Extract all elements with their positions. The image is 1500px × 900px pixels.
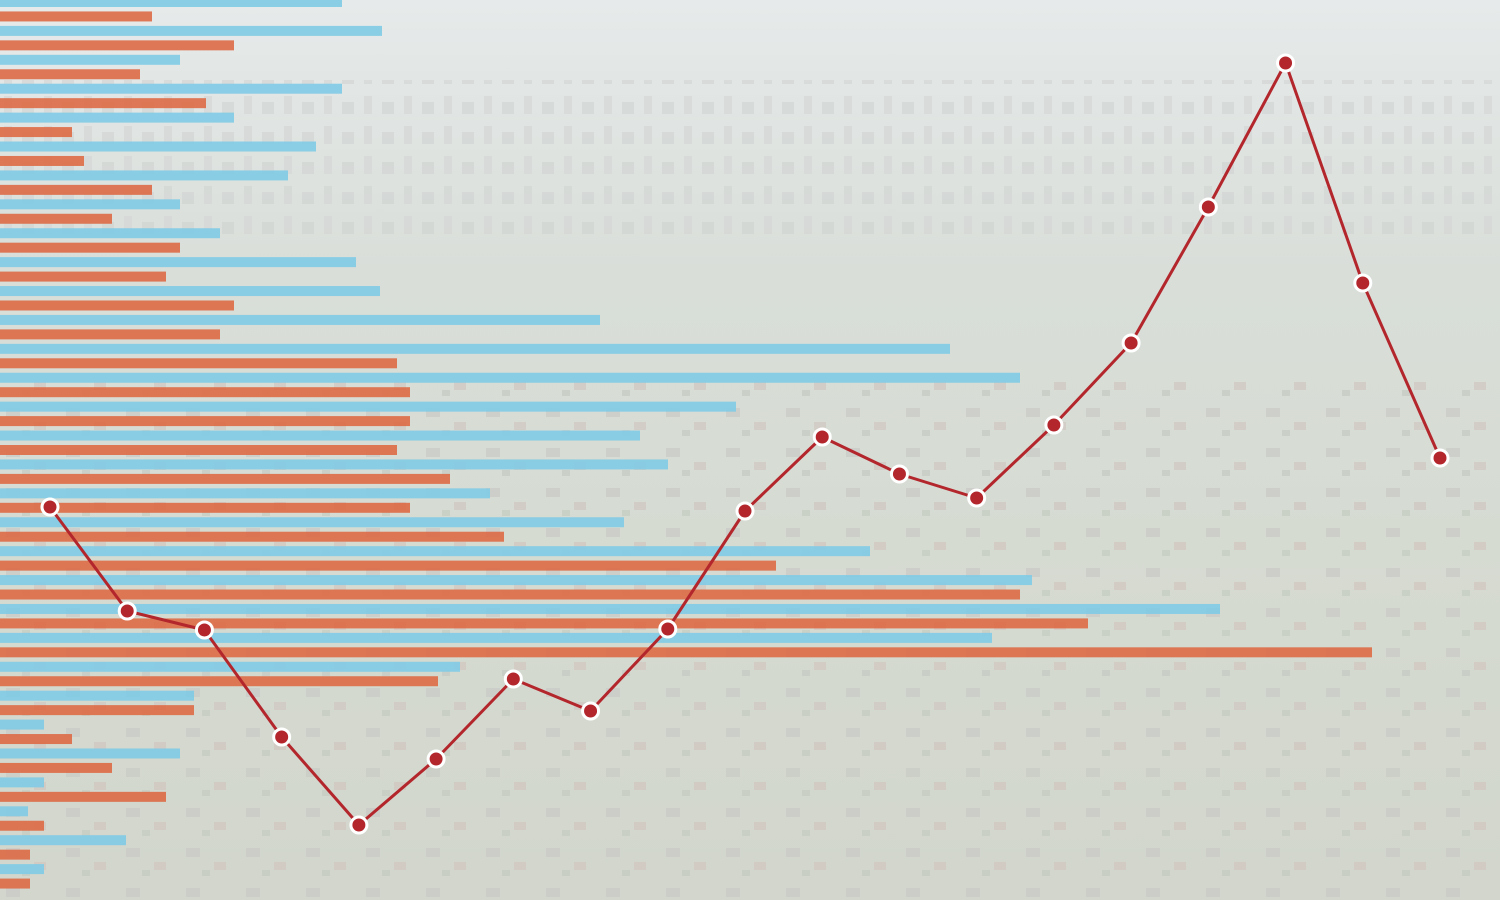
bar [0,358,397,369]
bar [0,690,194,701]
bar [0,632,992,643]
bar [0,69,140,80]
bar [0,83,342,94]
bar [0,864,44,875]
bar [0,242,180,253]
bar [0,401,736,412]
bar [0,11,152,22]
bar [0,748,180,759]
point [1430,448,1450,468]
bar [0,618,1088,629]
bar [0,791,166,802]
point [735,501,755,521]
bar [0,488,490,499]
bar [0,445,397,455]
bar [0,257,356,268]
bar [0,286,380,297]
city-texture [0,80,1500,240]
bar [0,835,126,846]
bar [0,40,234,51]
bar [0,170,288,181]
bar [0,719,44,730]
point [581,701,601,721]
bar [0,459,668,470]
bar [0,589,1020,600]
bar [0,473,450,484]
point [812,427,832,447]
bar [0,228,220,239]
point [1198,197,1218,217]
bar [0,676,438,687]
bar [0,603,1220,614]
bar [0,155,84,166]
bar [0,98,206,109]
bar [0,372,1020,383]
bar [0,430,640,441]
bar [0,849,30,860]
point [1353,273,1373,293]
bar [0,502,410,513]
point [349,815,369,835]
point [1121,333,1141,353]
bar [0,531,504,542]
bar [0,806,28,817]
bar [0,329,220,340]
bar [0,820,44,831]
bar [0,271,166,282]
line-group [40,53,1450,835]
point [40,497,60,517]
point [272,727,292,747]
bar [0,647,1372,658]
bar [0,199,180,210]
bar [0,25,382,36]
point [658,619,678,639]
bar [0,777,44,788]
point [967,488,987,508]
bar [0,517,624,528]
point [1276,53,1296,73]
bar [0,112,234,123]
bar [0,300,234,311]
bar [0,575,1032,586]
bar [0,343,950,354]
bar [0,213,112,224]
bar [0,878,30,889]
point [889,464,909,484]
point [117,601,137,621]
bar [0,416,410,427]
bar [0,141,316,152]
bar [0,184,152,195]
point [1044,415,1064,435]
bar [0,0,342,7]
bar [0,762,112,773]
point [194,620,214,640]
bar [0,314,600,325]
point [426,749,446,769]
bar [0,546,870,557]
bar [0,54,180,65]
bar [0,705,194,716]
bar [0,734,72,745]
bar [0,127,72,138]
bar [0,560,776,571]
bar [0,387,410,398]
point [503,669,523,689]
